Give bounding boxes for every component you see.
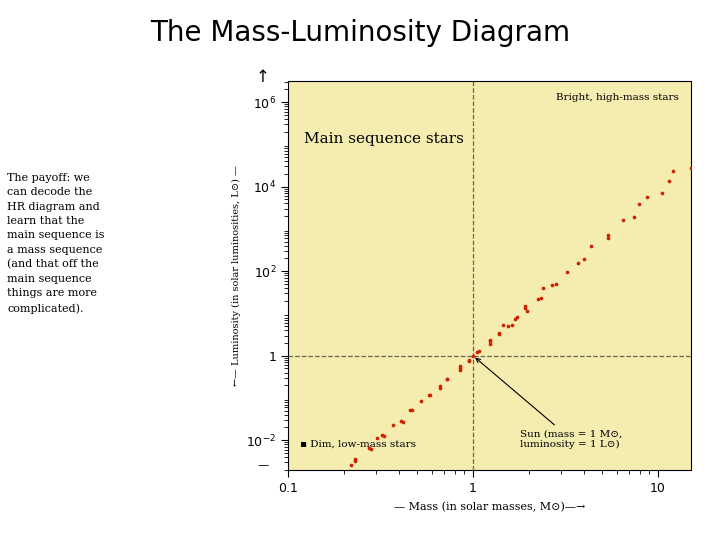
- Point: [387, 421, 399, 430]
- Point: [330, 470, 342, 478]
- Point: [345, 461, 356, 470]
- Point: [536, 294, 547, 302]
- Text: ▪ Dim, low-mass stars: ▪ Dim, low-mass stars: [300, 440, 416, 448]
- Point: [512, 313, 523, 322]
- Text: The Mass-Luminosity Diagram: The Mass-Luminosity Diagram: [150, 19, 570, 47]
- Point: [395, 416, 407, 425]
- Point: [506, 321, 518, 329]
- Point: [493, 329, 505, 338]
- Point: [295, 507, 307, 515]
- Point: [434, 382, 446, 390]
- Point: [334, 470, 346, 479]
- Point: [562, 267, 573, 276]
- Point: [519, 301, 531, 310]
- Point: [348, 456, 360, 465]
- Point: [641, 193, 652, 201]
- Text: Sun (mass = 1 M⊙,
luminosity = 1 L⊙): Sun (mass = 1 M⊙, luminosity = 1 L⊙): [476, 359, 622, 449]
- Point: [473, 346, 485, 355]
- Point: [434, 384, 446, 393]
- Point: [379, 431, 390, 440]
- Point: [423, 390, 434, 399]
- Point: [585, 241, 597, 250]
- Point: [519, 304, 531, 313]
- Point: [572, 258, 584, 267]
- Point: [484, 335, 495, 344]
- Point: [532, 294, 544, 303]
- Point: [602, 234, 613, 242]
- Y-axis label: ←— Luminosity (in solar luminosities, L⊙) —: ←— Luminosity (in solar luminosities, L⊙…: [232, 165, 240, 386]
- Point: [634, 200, 645, 209]
- Text: ↑: ↑: [256, 69, 270, 86]
- Point: [318, 483, 329, 492]
- Point: [617, 216, 629, 225]
- Point: [602, 230, 613, 239]
- Point: [546, 281, 558, 289]
- Point: [406, 406, 418, 414]
- Point: [377, 431, 388, 440]
- Point: [550, 280, 562, 289]
- Point: [454, 363, 466, 372]
- Point: [454, 362, 466, 370]
- Point: [314, 486, 325, 495]
- Point: [537, 284, 549, 293]
- Point: [667, 167, 678, 176]
- Point: [689, 151, 701, 160]
- Point: [454, 366, 466, 374]
- Point: [306, 494, 318, 502]
- Point: [328, 477, 340, 485]
- Point: [371, 434, 382, 442]
- Point: [578, 254, 590, 263]
- Point: [405, 406, 416, 414]
- Point: [493, 330, 505, 339]
- Text: The payoff: we
can decode the
HR diagram and
learn that the
main sequence is
a m: The payoff: we can decode the HR diagram…: [7, 173, 104, 314]
- Point: [484, 337, 495, 346]
- Point: [295, 506, 307, 515]
- Point: [663, 177, 675, 185]
- Point: [471, 348, 482, 357]
- Point: [364, 444, 375, 453]
- Point: [464, 355, 475, 364]
- Point: [628, 213, 639, 221]
- Point: [366, 445, 377, 454]
- Point: [696, 148, 708, 157]
- Text: Bright, high-mass stars: Bright, high-mass stars: [557, 93, 679, 102]
- Point: [521, 307, 532, 315]
- Point: [425, 390, 436, 399]
- Point: [685, 164, 697, 173]
- Text: —: —: [257, 460, 269, 470]
- Point: [415, 397, 427, 406]
- Point: [497, 320, 508, 329]
- Point: [441, 375, 453, 383]
- Point: [503, 322, 514, 330]
- Point: [310, 492, 322, 501]
- Text: Main sequence stars: Main sequence stars: [304, 132, 464, 146]
- Point: [464, 356, 475, 365]
- Point: [484, 339, 495, 348]
- Point: [397, 417, 408, 426]
- Point: [441, 374, 453, 383]
- Point: [656, 189, 667, 198]
- Point: [348, 455, 360, 463]
- Point: [467, 352, 479, 360]
- Point: [510, 315, 521, 323]
- X-axis label: — Mass (in solar masses, M⊙)—→: — Mass (in solar masses, M⊙)—→: [394, 502, 585, 512]
